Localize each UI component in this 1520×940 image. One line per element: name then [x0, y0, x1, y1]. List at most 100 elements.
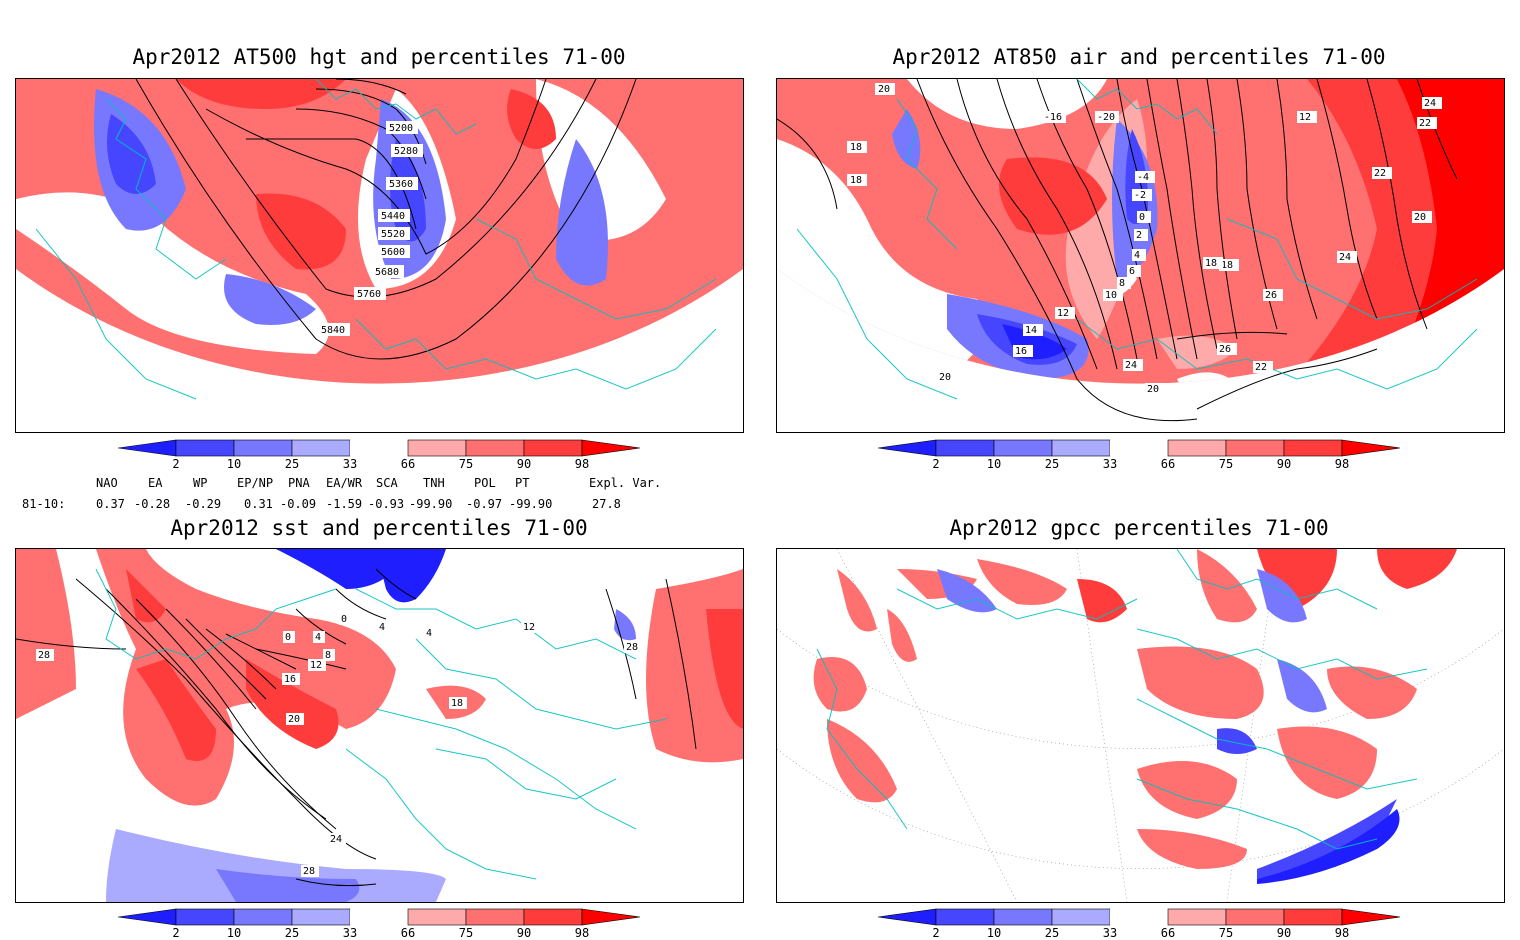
svg-text:5600: 5600 — [381, 247, 405, 258]
colorbar-tick-label: 2 — [172, 457, 179, 471]
svg-text:8: 8 — [325, 650, 331, 661]
svg-text:16: 16 — [284, 674, 296, 685]
svg-text:5280: 5280 — [394, 146, 418, 157]
svg-text:20: 20 — [1414, 212, 1426, 223]
colorbar-tick-label: 25 — [1045, 926, 1059, 940]
svg-text:5840: 5840 — [321, 325, 345, 336]
index-row-label: 81-10: — [22, 497, 66, 511]
svg-text:5440: 5440 — [381, 211, 405, 222]
index-header-pna: PNA — [288, 476, 310, 490]
colorbar-tick-label: 33 — [343, 457, 357, 471]
colorbar-tick-label: 90 — [517, 926, 531, 940]
colorbar-tick-label: 2 — [172, 926, 179, 940]
contour-labels-air850: 20 18 18 -16 -20 -4 -2 0 2 4 6 8 10 12 1… — [847, 83, 1442, 395]
colorbar-bin — [1167, 908, 1227, 926]
colorbar-tick-label: 66 — [401, 457, 415, 471]
svg-text:2: 2 — [1136, 230, 1142, 241]
colorbar-bin — [465, 439, 525, 457]
index-value-nao: 0.37 — [96, 497, 125, 511]
colorbar-bin — [233, 908, 293, 926]
colorbar-bin — [878, 439, 937, 457]
index-header-tnh: TNH — [423, 476, 445, 490]
svg-text:10: 10 — [1105, 290, 1117, 301]
svg-text:20: 20 — [878, 84, 890, 95]
svg-text:-2: -2 — [1134, 190, 1146, 201]
colorbar-tick-label: 33 — [343, 926, 357, 940]
svg-text:-4: -4 — [1137, 172, 1149, 183]
colorbar-tick-label: 75 — [459, 926, 473, 940]
colorbar-tick-label: 98 — [575, 457, 589, 471]
index-header-explvar: Expl. Var. — [589, 476, 662, 490]
map-sst-svg: 28 0 0 4 4 4 8 12 16 20 24 28 12 18 28 — [16, 549, 743, 902]
svg-text:12: 12 — [1299, 112, 1311, 123]
colorbar-tick-label: 2 — [932, 926, 939, 940]
map-gpcc — [776, 548, 1505, 903]
panel-title-gpcc: Apr2012 gpcc percentiles 71-00 — [949, 516, 1329, 540]
map-gpcc-svg — [777, 549, 1504, 902]
colorbar-tick-label: 25 — [285, 926, 299, 940]
svg-text:20: 20 — [1147, 384, 1159, 395]
svg-text:24: 24 — [1339, 252, 1351, 263]
map-hgt500: 5200 5280 5360 5440 5520 5600 5680 5760 … — [15, 78, 744, 433]
colorbar-bin — [1225, 908, 1285, 926]
colorbar-bin — [175, 439, 235, 457]
colorbar-tick-label: 25 — [1045, 457, 1059, 471]
svg-text:14: 14 — [1025, 325, 1037, 336]
colorbar-bin — [523, 439, 583, 457]
svg-text:-16: -16 — [1044, 112, 1062, 123]
svg-text:12: 12 — [310, 660, 322, 671]
index-value-tnh: -99.90 — [409, 497, 453, 511]
colorbar-tick-label: 75 — [459, 457, 473, 471]
svg-text:24: 24 — [1125, 360, 1137, 371]
svg-text:26: 26 — [1265, 290, 1277, 301]
index-header-epnp: EP/NP — [237, 476, 274, 490]
colorbar-bin — [935, 908, 995, 926]
colorbar-bin — [350, 440, 408, 456]
svg-text:8: 8 — [1119, 278, 1125, 289]
colorbar-bin — [878, 908, 937, 926]
svg-text:0: 0 — [1139, 212, 1145, 223]
svg-text:-20: -20 — [1097, 112, 1115, 123]
colorbar-tick-label: 66 — [1161, 926, 1175, 940]
colorbar-bin — [291, 908, 351, 926]
index-value-sca: -0.93 — [368, 497, 405, 511]
svg-text:26: 26 — [1219, 344, 1231, 355]
colorbar-bin — [175, 908, 235, 926]
map-air850: 20 18 18 -16 -20 -4 -2 0 2 4 6 8 10 12 1… — [776, 78, 1505, 433]
colorbar-bin — [118, 908, 177, 926]
colorbar-bin — [1283, 439, 1343, 457]
colorbar-tick-label: 98 — [1335, 926, 1349, 940]
colorbar-bin — [1110, 909, 1168, 925]
svg-text:18: 18 — [850, 175, 862, 186]
panel-title-hgt500: Apr2012 AT500 hgt and percentiles 71-00 — [132, 45, 626, 69]
svg-text:5520: 5520 — [381, 229, 405, 240]
index-header-nao: NAO — [96, 476, 118, 490]
index-header-ea: EA — [148, 476, 163, 490]
svg-text:4: 4 — [1134, 250, 1140, 261]
colorbar-tick-label: 33 — [1103, 926, 1117, 940]
colorbar-bin — [1110, 440, 1168, 456]
index-header-wp: WP — [193, 476, 208, 490]
svg-text:28: 28 — [38, 650, 50, 661]
colorbar-tick-label: 90 — [1277, 926, 1291, 940]
colorbar-bin — [993, 908, 1053, 926]
panel-title-air850: Apr2012 AT850 air and percentiles 71-00 — [892, 45, 1386, 69]
index-header-pt: PT — [515, 476, 530, 490]
svg-text:18: 18 — [1205, 258, 1217, 269]
index-value-epnp: 0.31 — [244, 497, 273, 511]
colorbar-bottom-left: 2 10 25 33 66 75 90 98 — [118, 908, 641, 940]
colorbar-bin — [1341, 439, 1401, 457]
svg-text:22: 22 — [1255, 362, 1267, 373]
svg-text:12: 12 — [523, 622, 535, 633]
index-value-pol: -0.97 — [466, 497, 503, 511]
panel-title-sst: Apr2012 sst and percentiles 71-00 — [170, 516, 588, 540]
svg-text:16: 16 — [1015, 346, 1027, 357]
index-value-pna: -0.09 — [280, 497, 317, 511]
svg-text:20: 20 — [939, 372, 951, 383]
colorbar-bin — [233, 439, 293, 457]
index-value-eawr: -1.59 — [326, 497, 363, 511]
colorbar-tick-label: 10 — [227, 926, 241, 940]
colorbar-bin — [1283, 908, 1343, 926]
colorbar-bin — [935, 439, 995, 457]
colorbar-tick-label: 98 — [575, 926, 589, 940]
